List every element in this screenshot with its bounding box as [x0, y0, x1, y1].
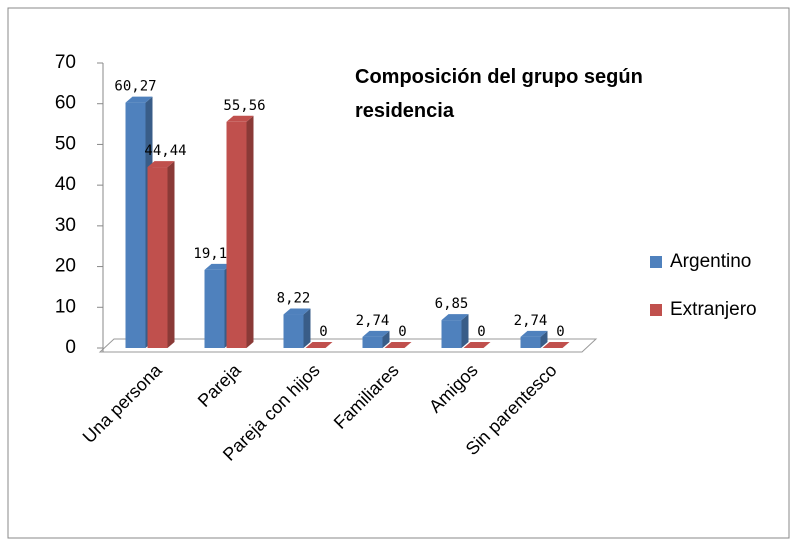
- y-tick-label: 60: [55, 93, 76, 114]
- bar-top: [542, 342, 570, 348]
- bar-top: [463, 342, 491, 348]
- y-tick-label: 40: [55, 174, 76, 195]
- data-label: 0: [319, 324, 327, 340]
- y-tick-label: 70: [55, 52, 76, 73]
- y-tick-label: 10: [55, 296, 76, 317]
- data-label: 6,85: [435, 296, 469, 312]
- bar: [204, 269, 225, 348]
- bar-top: [204, 263, 232, 270]
- bar: [125, 102, 146, 349]
- bar-top: [305, 342, 333, 348]
- bar-top: [283, 308, 311, 315]
- chart-title: Composición del grupo según residencia: [355, 66, 643, 122]
- data-label: 0: [398, 324, 406, 340]
- bar: [441, 320, 462, 348]
- data-label: 2,74: [356, 313, 390, 329]
- bar: [147, 167, 168, 348]
- bar-top: [125, 96, 153, 103]
- bar-side: [540, 330, 548, 348]
- legend-label: Argentino: [670, 251, 751, 272]
- data-label: 19,18: [193, 246, 235, 262]
- data-label: 0: [477, 324, 485, 340]
- bar-side: [461, 314, 469, 348]
- bar-top: [362, 330, 390, 337]
- legend-swatch: [650, 256, 662, 268]
- bar: [283, 314, 304, 348]
- bar-top: [226, 115, 254, 122]
- bar-side: [167, 161, 175, 348]
- bar-side: [303, 308, 311, 348]
- bar-top: [147, 161, 175, 168]
- data-label: 60,27: [114, 79, 156, 95]
- data-label: 8,22: [277, 291, 311, 307]
- y-tick-label: 30: [55, 215, 76, 236]
- y-tick-label: 50: [55, 133, 76, 154]
- bar: [226, 121, 247, 348]
- bar-top: [520, 330, 548, 337]
- data-label: 0: [556, 324, 564, 340]
- bar-side: [246, 115, 254, 348]
- bar-side: [382, 330, 390, 348]
- bar-top: [384, 342, 412, 348]
- bar-top: [441, 314, 469, 321]
- y-tick-label: 0: [65, 337, 76, 358]
- legend-swatch: [650, 304, 662, 316]
- bar: [520, 336, 541, 348]
- data-label: 55,56: [223, 98, 265, 114]
- bar: [362, 336, 383, 348]
- legend-label: Extranjero: [670, 299, 757, 320]
- data-label: 2,74: [514, 313, 548, 329]
- y-tick-label: 20: [55, 256, 76, 277]
- data-label: 44,44: [144, 143, 186, 159]
